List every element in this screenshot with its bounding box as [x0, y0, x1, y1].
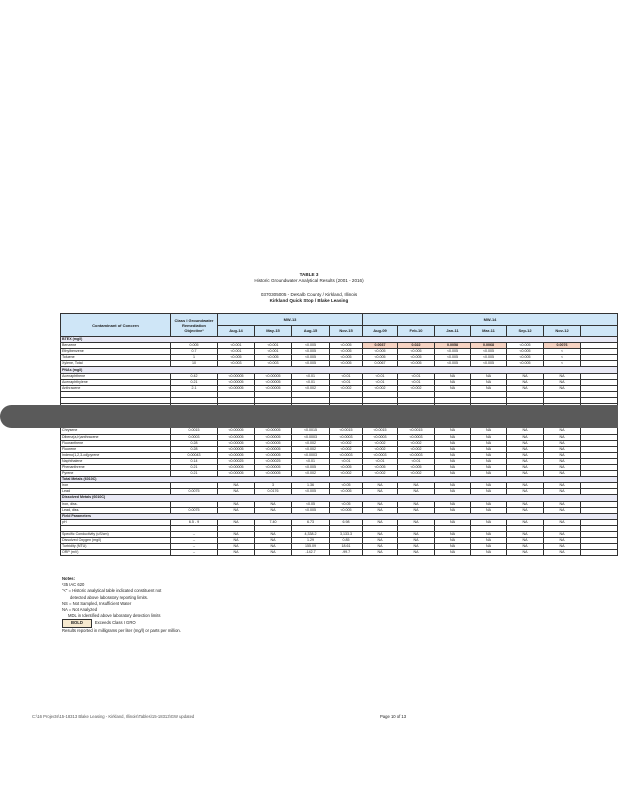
header-row: Contaminant of Concern Class I Groundwate…	[60, 313, 618, 337]
sample-date: Nov-15	[329, 324, 363, 337]
notes-heading: Notes:	[62, 576, 76, 581]
sample-date	[580, 324, 618, 337]
note-line: MDL in Identified above laboratory detec…	[68, 613, 161, 619]
result-cell: NA	[506, 549, 544, 557]
table-row: pH 6.5 - 9 NA 7.40 6.73 6.98 NA NA NA NA NA NA	[60, 518, 618, 526]
result-cell: NA	[254, 549, 292, 557]
sample-date: Sep-12	[506, 324, 544, 337]
result-cell: NA	[470, 549, 507, 557]
sample-date: Mar-11	[470, 324, 507, 337]
contaminant-header: Contaminant of Concern	[60, 313, 171, 337]
sample-date: Aug-09	[362, 324, 398, 337]
results-table: Contaminant of Concern Class I Groundwate…	[60, 313, 618, 557]
bold-legend-desc: Exceeds Class I GRO	[94, 620, 136, 626]
sample-date: Aug-14	[217, 324, 255, 337]
site-id: 0370305005 - DeKalb County / Kirkland, I…	[260, 292, 358, 297]
well-header: MW-13	[217, 313, 363, 326]
note-line: detected above laboratory reporting limi…	[70, 594, 148, 600]
table-row: Toluene 1 <0.005 <0.005 <0.005 <0.005 <0.005 <0…	[60, 354, 618, 362]
note-line: NS = Not Sampled, Insufficient Water	[62, 600, 132, 606]
result-cell: NA	[397, 549, 435, 557]
page-number: Page 10 of 13	[380, 714, 407, 719]
result-cell	[580, 549, 618, 557]
objective-value: --	[170, 549, 218, 557]
well-header: MW-14	[362, 313, 618, 326]
scan-redaction-band	[0, 405, 618, 428]
objective-header: Class I Groundwater Remediation Objectiv…	[170, 313, 218, 337]
table-row: Specific Conductivity (uS/cm) -- NA NA 4,338…	[60, 530, 618, 539]
sample-date: Feb-10	[397, 324, 435, 337]
table-row: Fluorene 0.28 <0.00005 <0.00005 <0.002 <0.002…	[60, 445, 618, 453]
date-row: Aug-14 May-15 Aug-15 Nov-15 Aug-09 Feb-10 Jan-…	[61, 324, 618, 337]
contaminant-name: ORP (mV)	[60, 549, 171, 557]
table-row: Anthracene 2.1 <0.00005 <0.00005 <0.002 <0.00…	[60, 384, 618, 392]
table-row: Benzene 0.005 <0.001 <0.001 <0.005 <0.005 0.00…	[60, 342, 618, 350]
table-row: Turbidity (NTU) -- NA NA 155.09 18.61 NA NA NA NA…	[60, 543, 618, 551]
bold-legend-box: BOLD	[62, 619, 92, 628]
sample-date: May-15	[254, 324, 292, 337]
note-line: NA = Not Analyzed	[62, 607, 98, 613]
site-name: Kirkland Quick Stop / Blake Leasing	[269, 298, 349, 303]
table-subtitle: Historic Groundwater Analytical Results …	[254, 278, 364, 283]
table-row: Ethylbenzene 0.7 <0.001 <0.001 <0.005 <0.005 <…	[60, 348, 618, 356]
result-cell: NA	[543, 549, 581, 557]
table-row	[60, 396, 618, 405]
note-line: ¹35 IAC 620	[62, 582, 85, 588]
table-title: TABLE 3	[299, 272, 319, 277]
result-cell: NA	[217, 549, 255, 557]
sample-date: Jan-11	[434, 324, 471, 337]
result-cell: -99.7	[329, 549, 363, 557]
table-row: ORP (mV) -- NA NA -142.7 -99.7 NA NA NA NA NA NA	[60, 549, 618, 557]
note-bold-legend: BOLD Exceeds Class I GRO	[62, 619, 181, 628]
result-cell: -142.7	[291, 549, 330, 557]
result-cell: NA	[434, 549, 471, 557]
note-results: Results reported in milligrams per liter…	[62, 627, 181, 633]
sample-date: Nov-12	[543, 324, 581, 337]
result-cell: NA	[362, 549, 398, 557]
note-line: "<" = Historic analytical table indicate…	[62, 588, 162, 594]
table-row: Dissolved Oxygen (mg/l) -- NA NA 1.29 0.85 NA N…	[60, 537, 618, 545]
footer-path: C:\16 Projects\15-18313 Blake Leasing - …	[32, 714, 195, 719]
notes: Notes: ¹35 IAC 620 "<" = Historic analyt…	[62, 576, 181, 634]
sample-date: Aug-15	[291, 324, 330, 337]
